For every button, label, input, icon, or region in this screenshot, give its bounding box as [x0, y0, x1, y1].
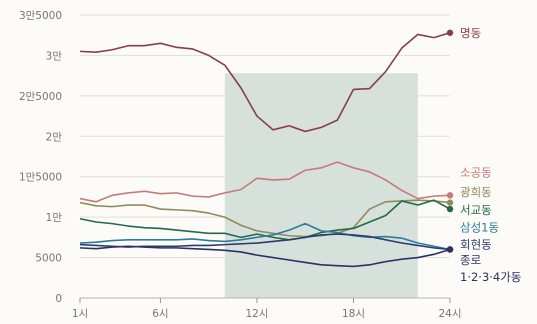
y-tick-label: 5000	[35, 253, 62, 265]
y-axis: 0 5000 1만 1만5000 2만 2만5000 3만 3만5000	[19, 10, 62, 305]
series-label: 종로	[460, 253, 481, 267]
series-label: 회현동	[460, 238, 492, 252]
series-end-point	[446, 192, 454, 199]
series-lines	[79, 29, 454, 268]
x-tick-label: 12시	[245, 308, 268, 320]
series-label: 삼성1동	[460, 221, 499, 235]
shaded-region	[224, 73, 418, 299]
series-label: 광희동	[460, 185, 492, 199]
series-end-point	[446, 205, 454, 213]
series-line	[79, 32, 451, 133]
x-tick-label: 18시	[342, 308, 365, 320]
series-line	[79, 245, 451, 268]
y-tick-label: 2만5000	[19, 91, 62, 103]
series-end-point	[446, 246, 454, 253]
series-line	[79, 222, 451, 251]
x-tick-label: 6시	[152, 308, 168, 320]
series-label: 소공동	[460, 166, 492, 180]
y-tick-label: 3만	[46, 50, 63, 62]
y-tick-label: 1만	[46, 212, 63, 224]
x-tick-label: 24시	[438, 308, 461, 320]
y-tick-label: 2만	[46, 131, 63, 143]
series-end-point	[446, 199, 454, 206]
series-label: 명동	[460, 26, 481, 40]
series-line	[79, 161, 451, 203]
y-tick-label: 1만5000	[19, 172, 62, 184]
y-tick-label: 3만5000	[19, 10, 62, 22]
x-axis: 1시 6시 12시 18시 24시	[72, 298, 462, 320]
series-line	[79, 199, 451, 238]
series-label: 1·2·3·4가동	[460, 270, 521, 284]
series-end-point	[446, 29, 454, 36]
grid	[80, 14, 450, 299]
y-tick-label: 0	[55, 293, 62, 305]
x-tick-label: 1시	[72, 308, 88, 320]
series-label: 서교동	[460, 203, 492, 217]
